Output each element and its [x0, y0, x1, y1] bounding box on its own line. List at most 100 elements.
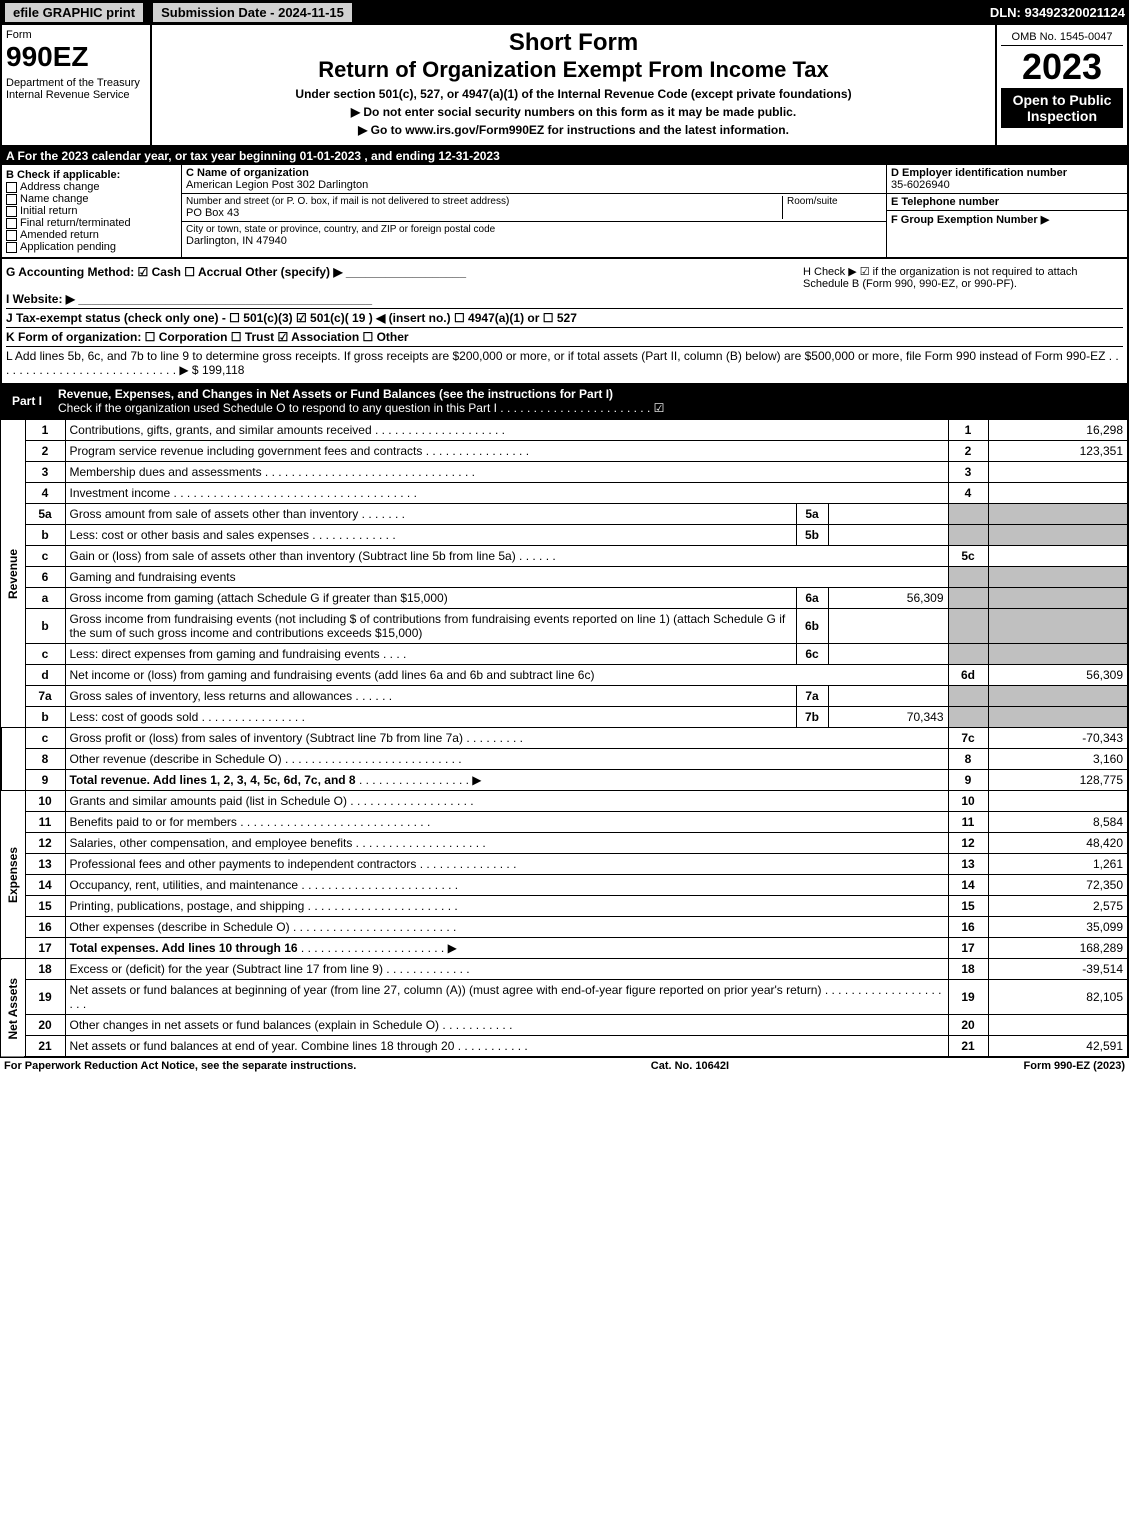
- line-desc: Gaming and fundraising events: [65, 567, 948, 588]
- line-amount: 128,775: [988, 770, 1128, 791]
- line-ref: 2: [948, 441, 988, 462]
- col-b-header: B Check if applicable:: [6, 169, 177, 181]
- line-ref: 15: [948, 896, 988, 917]
- line-ref: 18: [948, 959, 988, 980]
- line-desc: Salaries, other compensation, and employ…: [70, 836, 353, 850]
- line-desc: Gross income from gaming (attach Schedul…: [65, 588, 796, 609]
- line-ref: 9: [948, 770, 988, 791]
- header-center: Short Form Return of Organization Exempt…: [152, 25, 997, 145]
- line-desc: Other expenses (describe in Schedule O): [70, 920, 290, 934]
- inner-amount: 70,343: [828, 707, 948, 728]
- submission-date-button[interactable]: Submission Date - 2024-11-15: [152, 2, 353, 23]
- chk-label: Initial return: [20, 205, 77, 217]
- checkbox-address-change[interactable]: [6, 182, 17, 193]
- checkbox-amended-return[interactable]: [6, 230, 17, 241]
- line-ref: 20: [948, 1015, 988, 1036]
- inner-amount: [828, 525, 948, 546]
- line-desc: Other revenue (describe in Schedule O): [70, 752, 282, 766]
- checkbox-initial-return[interactable]: [6, 206, 17, 217]
- open-public-badge: Open to Public Inspection: [1001, 88, 1123, 128]
- city-value: Darlington, IN 47940: [186, 235, 882, 247]
- line-amount: 168,289: [988, 938, 1128, 959]
- line-desc: Benefits paid to or for members: [70, 815, 237, 829]
- line-ref: 13: [948, 854, 988, 875]
- line-amount: 35,099: [988, 917, 1128, 938]
- line-ref: 17: [948, 938, 988, 959]
- line-ref: 19: [948, 980, 988, 1015]
- street-label: Number and street (or P. O. box, if mail…: [186, 196, 782, 207]
- column-c: C Name of organization American Legion P…: [182, 165, 887, 257]
- omb-number: OMB No. 1545-0047: [1001, 29, 1123, 46]
- revenue-table: Revenue 1 Contributions, gifts, grants, …: [0, 419, 1129, 1058]
- line-amount: 48,420: [988, 833, 1128, 854]
- line-desc: Gross sales of inventory, less returns a…: [65, 686, 796, 707]
- inner-ref: 6c: [796, 644, 828, 665]
- header-right: OMB No. 1545-0047 2023 Open to Public In…: [997, 25, 1127, 145]
- part1-header: Part I Revenue, Expenses, and Changes in…: [0, 385, 1129, 419]
- inner-amount: [828, 644, 948, 665]
- line-amount: 1,261: [988, 854, 1128, 875]
- line-h: H Check ▶ ☑ if the organization is not r…: [803, 265, 1123, 290]
- line-amount: [988, 1015, 1128, 1036]
- subtitle-section: Under section 501(c), 527, or 4947(a)(1)…: [160, 87, 987, 101]
- inner-ref: 6a: [796, 588, 828, 609]
- column-b: B Check if applicable: Address change Na…: [2, 165, 182, 257]
- expenses-vert-label: Expenses: [1, 791, 25, 959]
- line-ref: 10: [948, 791, 988, 812]
- line-desc: Net income or (loss) from gaming and fun…: [65, 665, 948, 686]
- chk-label: Final return/terminated: [20, 217, 131, 229]
- inner-amount: 56,309: [828, 588, 948, 609]
- org-name: American Legion Post 302 Darlington: [186, 179, 882, 191]
- street-value: PO Box 43: [186, 207, 782, 219]
- section-a-row: A For the 2023 calendar year, or tax yea…: [0, 147, 1129, 165]
- line-amount: [988, 546, 1128, 567]
- tax-year: 2023: [1001, 46, 1123, 88]
- chk-label: Application pending: [20, 241, 116, 253]
- line-amount: 56,309: [988, 665, 1128, 686]
- line-amount: 3,160: [988, 749, 1128, 770]
- inner-ref: 5a: [796, 504, 828, 525]
- line-k: K Form of organization: ☐ Corporation ☐ …: [6, 327, 1123, 344]
- line-ref: 8: [948, 749, 988, 770]
- room-label: Room/suite: [787, 196, 882, 207]
- line-amount: [988, 791, 1128, 812]
- line-desc: Professional fees and other payments to …: [70, 857, 417, 871]
- goto-link[interactable]: ▶ Go to www.irs.gov/Form990EZ for instru…: [160, 123, 987, 137]
- line-ref: 7c: [948, 728, 988, 749]
- chk-label: Name change: [20, 193, 89, 205]
- form-number: 990EZ: [6, 41, 146, 73]
- warn-ssn: ▶ Do not enter social security numbers o…: [160, 105, 987, 119]
- line-desc: Excess or (deficit) for the year (Subtra…: [70, 962, 383, 976]
- chk-label: Amended return: [20, 229, 99, 241]
- line-desc: Total revenue. Add lines 1, 2, 3, 4, 5c,…: [70, 773, 356, 787]
- line-desc: Other changes in net assets or fund bala…: [70, 1018, 440, 1032]
- line-ref: 4: [948, 483, 988, 504]
- line-amount: 82,105: [988, 980, 1128, 1015]
- line-ref: 12: [948, 833, 988, 854]
- checkbox-app-pending[interactable]: [6, 242, 17, 253]
- lower-block: G Accounting Method: ☑ Cash ☐ Accrual Ot…: [0, 259, 1129, 385]
- line-amount: 16,298: [988, 420, 1128, 441]
- page-footer: For Paperwork Reduction Act Notice, see …: [0, 1058, 1129, 1074]
- footer-right: Form 990-EZ (2023): [1024, 1060, 1125, 1072]
- inner-amount: [828, 609, 948, 644]
- efile-print-button[interactable]: efile GRAPHIC print: [4, 2, 144, 23]
- line-desc: Printing, publications, postage, and shi…: [70, 899, 305, 913]
- checkbox-final-return[interactable]: [6, 218, 17, 229]
- checkbox-name-change[interactable]: [6, 194, 17, 205]
- line-num: 1: [25, 420, 65, 441]
- line-desc: Total expenses. Add lines 10 through 16: [70, 941, 298, 955]
- part1-title: Revenue, Expenses, and Changes in Net As…: [58, 387, 613, 401]
- line-ref: 3: [948, 462, 988, 483]
- line-desc: Investment income: [70, 486, 171, 500]
- line-desc: Program service revenue including govern…: [70, 444, 423, 458]
- dept-label: Department of the Treasury Internal Reve…: [6, 77, 146, 101]
- line-desc: Less: cost of goods sold . . . . . . . .…: [65, 707, 796, 728]
- group-label: F Group Exemption Number ▶: [891, 213, 1123, 226]
- line-amount: 42,591: [988, 1036, 1128, 1058]
- line-desc: Contributions, gifts, grants, and simila…: [65, 420, 948, 441]
- chk-label: Address change: [20, 181, 100, 193]
- line-amount: -39,514: [988, 959, 1128, 980]
- info-grid: B Check if applicable: Address change Na…: [0, 165, 1129, 259]
- line-l: L Add lines 5b, 6c, and 7b to line 9 to …: [6, 346, 1123, 377]
